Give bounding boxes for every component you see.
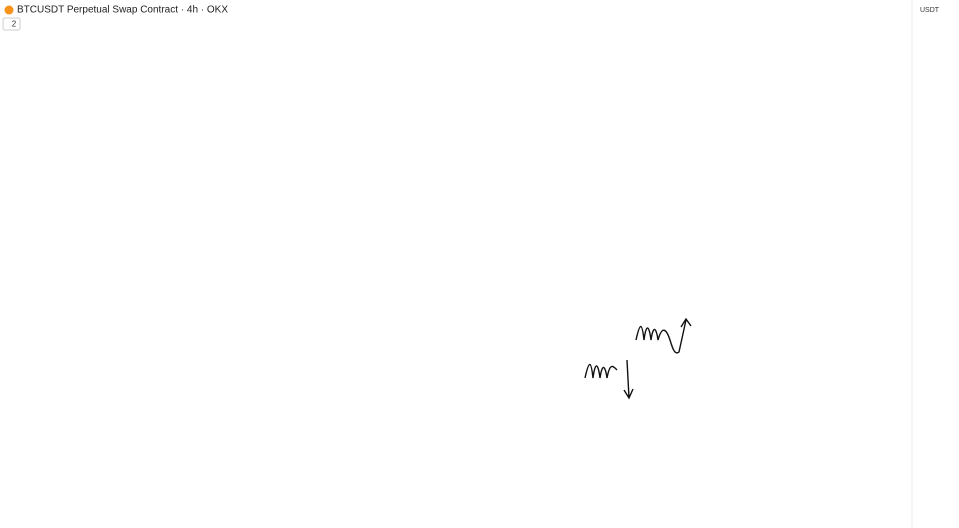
currency-label[interactable]: USDT (920, 7, 940, 14)
drawing-arrow-down (584, 359, 634, 400)
drawing-arrow-up (635, 317, 692, 354)
badge[interactable]: 2 (12, 20, 17, 29)
chart-title: BTCUSDT Perpetual Swap Contract · 4h · O… (17, 5, 228, 16)
badge-box[interactable] (2, 17, 21, 31)
symbol-icon (4, 5, 14, 15)
